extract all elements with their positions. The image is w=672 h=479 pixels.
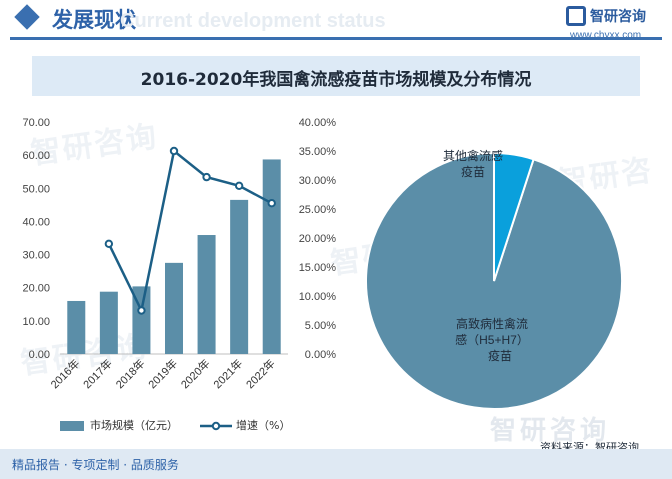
- right-axis-tick-label: 30.00%: [299, 175, 337, 187]
- pie-label-main: 高致病性禽流: [456, 316, 528, 331]
- bar: [262, 159, 281, 354]
- chart-title: 2016-2020年我国禽流感疫苗市场规模及分布情况: [140, 70, 532, 90]
- left-axis-tick-label: 50.00: [22, 183, 50, 195]
- legend-bar-label: 市场规模（亿元）: [90, 419, 178, 432]
- growth-line: [107, 148, 273, 315]
- logo-url: www.chyxx.com: [570, 30, 642, 41]
- right-axis-tick-label: 15.00%: [299, 262, 337, 274]
- logo-mark-icon: [566, 6, 586, 26]
- logo-text: 智研咨询: [590, 9, 646, 25]
- right-axis-tick-label: 0.00%: [305, 349, 336, 361]
- left-axis-tick-label: 40.00: [22, 216, 50, 228]
- chart-title-band: 2016-2020年我国禽流感疫苗市场规模及分布情况: [32, 56, 640, 96]
- legend-line-label: 增速（%）: [236, 419, 291, 432]
- x-axis-tick-label: 2017年: [80, 356, 115, 391]
- right-axis-tick-label: 5.00%: [305, 320, 336, 332]
- x-axis-tick-label: 2020年: [178, 356, 213, 391]
- left-axis-tick-label: 0.00: [29, 349, 50, 361]
- x-axis-tick-label: 2021年: [210, 356, 245, 391]
- x-axis-tick-label: 2018年: [113, 356, 148, 391]
- growth-point: [137, 306, 146, 315]
- growth-point: [267, 199, 276, 208]
- left-axis-tick-label: 10.00: [22, 316, 50, 328]
- left-axis-tick-label: 70.00: [22, 117, 50, 129]
- bar: [67, 300, 86, 354]
- growth-point: [202, 172, 211, 182]
- pie-label-main: 感（H5+H7）: [455, 332, 529, 347]
- growth-point: [234, 181, 244, 191]
- pie-label-other: 其他禽流感: [443, 148, 503, 163]
- x-axis-tick-label: 2016年: [47, 356, 82, 391]
- left-axis-tick-label: 30.00: [22, 250, 50, 262]
- bar: [165, 262, 183, 354]
- legend-line-swatch: [200, 421, 232, 431]
- growth-point: [104, 239, 114, 249]
- legend-line: 增速（%）: [200, 417, 290, 433]
- footer-slogan: 精品报告 · 专项定制 · 品质服务: [12, 458, 179, 472]
- legend-bar: 市场规模（亿元）: [60, 417, 178, 433]
- footer-watermark: 智研咨询: [490, 416, 611, 446]
- legend-bar-swatch: [60, 421, 84, 431]
- left-axis-tick-label: 20.00: [22, 283, 50, 295]
- bar: [230, 199, 249, 354]
- x-axis-tick-label: 2022年: [243, 356, 278, 391]
- bar-chart: 0.00 10.00 20.00 30.00 40.00 50.00 60.00 70.00 0…: [22, 117, 336, 391]
- brand-logo: 智研咨询: [566, 6, 646, 26]
- growth-point: [169, 146, 179, 156]
- right-axis-tick-label: 25.00%: [299, 204, 337, 216]
- left-axis-tick-label: 60.00: [22, 150, 50, 162]
- right-axis-tick-label: 20.00%: [299, 233, 337, 245]
- right-axis-tick-label: 40.00%: [299, 117, 337, 129]
- footer-bar: [0, 449, 672, 479]
- pie-label-main: 疫苗: [488, 348, 512, 363]
- bar: [99, 291, 118, 354]
- page-title: 发展现状: [52, 8, 136, 32]
- pie-label-other: 疫苗: [461, 164, 485, 179]
- pie-slice: [493, 151, 535, 282]
- right-axis-tick-label: 10.00%: [299, 291, 337, 303]
- right-axis-tick-label: 35.00%: [299, 146, 337, 158]
- bar: [197, 235, 216, 354]
- x-axis-tick-label: 2019年: [145, 356, 180, 391]
- header-divider: [10, 37, 662, 40]
